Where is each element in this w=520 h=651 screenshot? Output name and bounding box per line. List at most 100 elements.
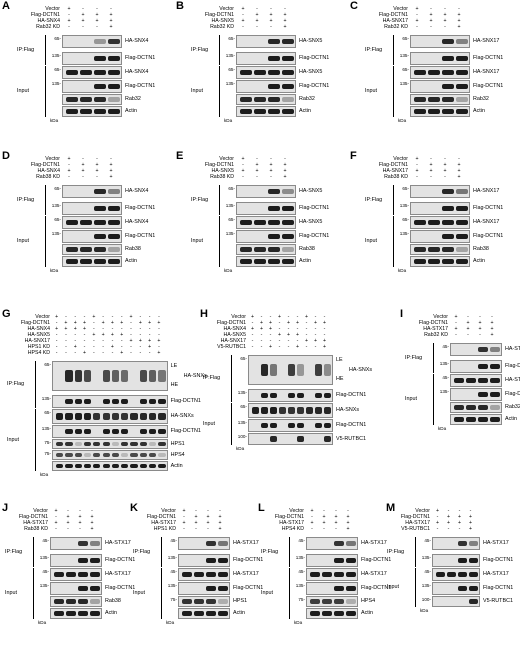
blot-label: Rab38 [473,246,489,252]
protein-band [80,259,92,264]
condition-symbol: - [111,338,114,344]
blot-label: Actin [473,108,485,114]
protein-band [456,247,468,252]
condition-symbol: - [139,314,142,320]
protein-band [456,97,468,102]
protein-band [454,392,464,397]
condition-name: Flag-DCTN1 [30,162,60,168]
blot-strip [52,450,168,460]
blot-label: Flag-DCTN1 [483,585,514,591]
condition-row: Flag-DCTN1 - + + + [350,162,466,168]
condition-symbol: + [67,156,71,162]
condition-symbol: - [335,526,337,532]
protein-band [149,463,157,469]
condition-symbol: + [255,168,259,174]
blot-strip [450,343,502,356]
protein-band [102,413,110,420]
condition-symbol: - [242,24,244,30]
condition-symbol: + [110,344,114,350]
protein-band [458,571,467,578]
protein-band [206,599,216,604]
protein-band [149,398,157,405]
protein-band [469,540,478,547]
condition-symbol: - [314,326,317,332]
kda-unit: kDa [224,118,233,123]
blot-strip [178,568,230,581]
group-bracket [415,568,416,607]
group-label: IP:Flag [17,196,35,203]
protein-band [297,363,304,377]
protein-band [270,363,277,377]
protein-band [315,392,322,399]
blot-label: HA-STX17 [105,571,131,577]
protein-band [93,463,101,469]
blot-label: HPS1 [233,598,248,604]
protein-band [252,407,259,414]
condition-symbol: - [416,174,418,180]
protein-band [80,69,92,76]
group-bracket [45,66,46,117]
blot-strip [236,256,296,267]
condition-symbol: - [65,314,67,320]
protein-band [78,557,88,564]
protein-band [66,558,76,563]
protein-band [80,84,92,89]
protein-band [121,413,129,420]
blot-strip [62,185,122,198]
protein-band [194,586,204,591]
condition-symbol: + [194,514,198,520]
blot-strip [50,596,102,607]
blot-strip [50,568,102,581]
protein-band [252,364,259,377]
group-bracket [45,185,46,215]
blot-label: HA-SNX4 [125,38,149,44]
group-label: IP:Flag [365,196,383,203]
condition-symbol: + [129,338,133,344]
condition-symbol: - [102,338,104,344]
blot-strip [52,425,168,438]
protein-band [442,247,454,252]
mw-marker: 135- [225,81,235,86]
blot-strip [178,582,230,595]
protein-band [56,413,64,420]
condition-symbol: + [269,12,273,18]
condition-symbol: - [260,314,263,320]
condition-symbol: + [250,314,255,320]
protein-band [56,441,64,447]
protein-band [65,398,73,405]
condition-symbol: + [64,326,68,332]
blot-strip [50,582,102,595]
protein-band [458,557,467,564]
mw-marker: 135- [41,426,51,431]
protein-band [158,369,166,383]
condition-symbol: + [109,162,113,168]
mw-marker: 135- [167,555,177,560]
blot-label: Actin [105,610,117,616]
group-bracket [35,409,36,471]
protein-band [108,247,120,252]
blot-label: HA-SNX17 [473,188,500,194]
protein-band [490,405,500,410]
condition-symbol: + [429,162,433,168]
condition-symbol: + [268,320,273,326]
protein-band [456,205,468,212]
blot-strip [410,216,470,229]
protein-band [490,363,500,370]
condition-row: Rab32 KD - - - + [400,332,498,338]
blot-label: Actin [170,462,183,469]
condition-symbol: - [111,326,114,332]
group-bracket [45,216,46,267]
protein-band [282,97,294,102]
condition-name: Vector [219,156,234,162]
protein-band [139,413,147,420]
condition-symbol: + [101,332,105,338]
condition-symbol: + [415,6,419,12]
condition-symbol: - [287,314,290,320]
protein-band [454,364,464,369]
group-bracket [33,537,34,567]
protein-band [240,247,252,252]
protein-band [111,398,120,405]
protein-band [182,558,192,563]
condition-row: Rab38 KD - - - + [350,174,466,180]
condition-symbol: - [102,314,104,320]
